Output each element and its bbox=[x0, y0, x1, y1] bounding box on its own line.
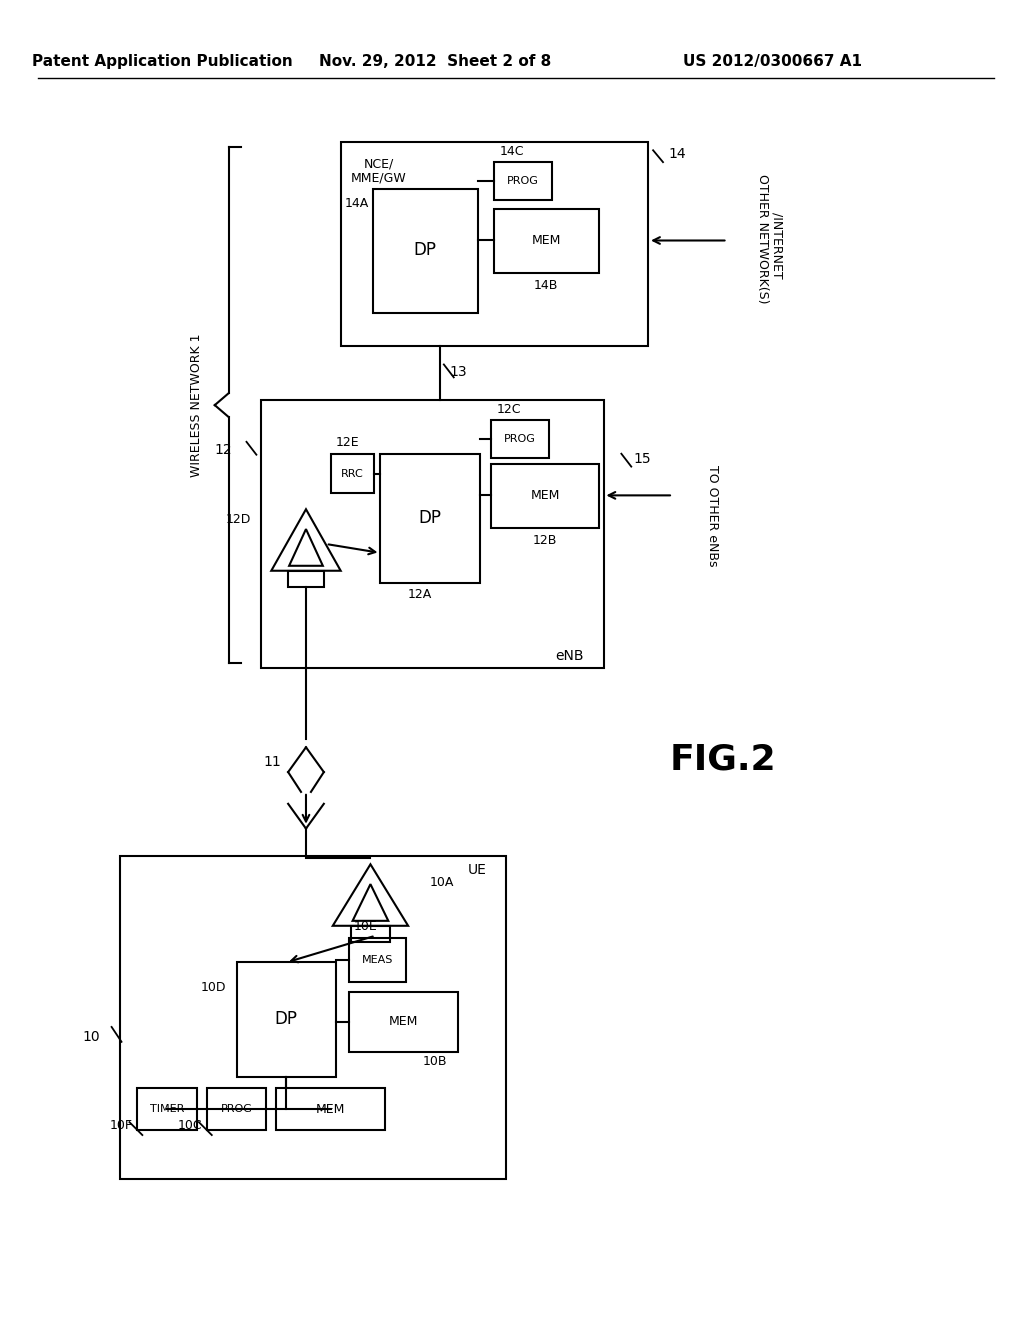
Text: MEM: MEM bbox=[530, 488, 560, 502]
Text: MEM: MEM bbox=[316, 1102, 345, 1115]
Text: 10C: 10C bbox=[177, 1118, 202, 1131]
Bar bbox=[495, 162, 552, 199]
Text: RRC: RRC bbox=[341, 469, 364, 479]
Text: MEM: MEM bbox=[531, 234, 561, 247]
Text: 12A: 12A bbox=[408, 587, 432, 601]
Bar bbox=[380, 454, 479, 582]
Text: PROG: PROG bbox=[507, 176, 539, 186]
Text: eNB: eNB bbox=[555, 649, 584, 663]
Text: MEM: MEM bbox=[388, 1015, 418, 1028]
Text: 14A: 14A bbox=[344, 197, 369, 210]
Text: 12E: 12E bbox=[336, 437, 359, 449]
Bar bbox=[276, 1089, 385, 1130]
Text: 11: 11 bbox=[263, 755, 282, 770]
Text: 14C: 14C bbox=[500, 145, 524, 158]
Text: 10E: 10E bbox=[353, 920, 377, 933]
Text: 14B: 14B bbox=[534, 279, 558, 292]
Bar bbox=[261, 400, 603, 668]
Text: MME/GW: MME/GW bbox=[350, 172, 407, 185]
Text: NCE/: NCE/ bbox=[364, 157, 393, 170]
Text: DP: DP bbox=[414, 242, 436, 260]
Text: 12C: 12C bbox=[497, 403, 521, 416]
Bar bbox=[331, 454, 375, 494]
Text: UE: UE bbox=[468, 863, 486, 878]
Text: 12: 12 bbox=[214, 442, 231, 457]
Bar bbox=[350, 925, 390, 941]
Text: 10B: 10B bbox=[423, 1055, 447, 1068]
Bar bbox=[495, 209, 599, 273]
Bar bbox=[120, 857, 506, 1179]
Text: 15: 15 bbox=[633, 451, 651, 466]
Text: DP: DP bbox=[419, 510, 441, 527]
Text: 10F: 10F bbox=[110, 1118, 132, 1131]
Text: MEAS: MEAS bbox=[361, 954, 393, 965]
Text: US 2012/0300667 A1: US 2012/0300667 A1 bbox=[683, 54, 861, 70]
Bar bbox=[341, 143, 648, 346]
Text: 10A: 10A bbox=[430, 875, 455, 888]
Bar bbox=[207, 1089, 266, 1130]
Text: TO OTHER eNBs: TO OTHER eNBs bbox=[707, 466, 719, 568]
Text: PROG: PROG bbox=[504, 434, 537, 444]
Bar bbox=[348, 937, 407, 982]
Bar bbox=[288, 570, 324, 586]
Bar bbox=[237, 962, 336, 1077]
Bar bbox=[137, 1089, 197, 1130]
Text: 10: 10 bbox=[82, 1030, 99, 1044]
Text: TIMER: TIMER bbox=[150, 1105, 184, 1114]
Text: WIRELESS NETWORK 1: WIRELESS NETWORK 1 bbox=[190, 334, 204, 477]
Text: /INTERNET: /INTERNET bbox=[770, 213, 783, 279]
Text: Nov. 29, 2012  Sheet 2 of 8: Nov. 29, 2012 Sheet 2 of 8 bbox=[318, 54, 551, 70]
Bar bbox=[492, 420, 549, 458]
Bar bbox=[492, 463, 599, 528]
Text: 14: 14 bbox=[668, 148, 686, 161]
Text: PROG: PROG bbox=[220, 1105, 253, 1114]
Text: 10D: 10D bbox=[201, 981, 226, 994]
Text: 13: 13 bbox=[450, 366, 467, 379]
Text: Patent Application Publication: Patent Application Publication bbox=[32, 54, 293, 70]
Text: 12D: 12D bbox=[226, 512, 252, 525]
Text: DP: DP bbox=[274, 1010, 298, 1028]
Text: 12B: 12B bbox=[532, 533, 557, 546]
Text: OTHER NETWORK(S): OTHER NETWORK(S) bbox=[756, 174, 769, 304]
Text: FIG.2: FIG.2 bbox=[670, 742, 776, 776]
Bar bbox=[348, 993, 458, 1052]
Bar bbox=[374, 189, 477, 313]
